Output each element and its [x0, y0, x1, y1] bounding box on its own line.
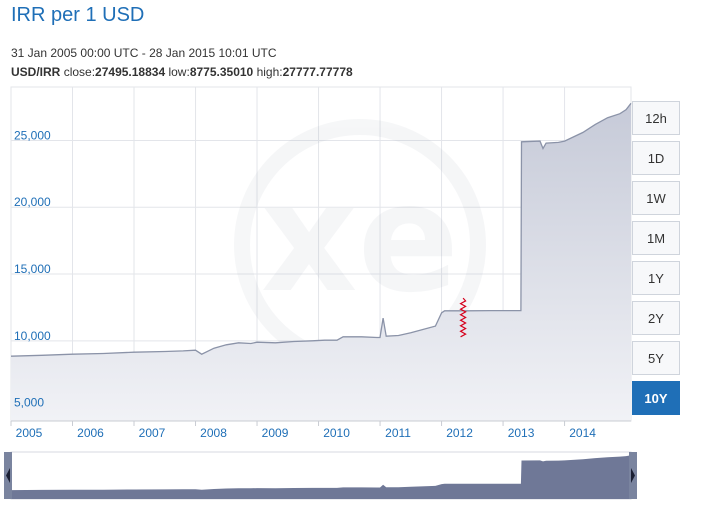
series-line [10, 102, 632, 357]
high-label: high: [256, 65, 283, 79]
range-button-1d[interactable]: 1D [632, 141, 680, 175]
series-area [11, 103, 631, 422]
rate-stats: USD/IRR close:27495.18834 low:8775.35010… [11, 65, 353, 79]
navigator-left-handle[interactable] [4, 452, 12, 499]
spike-annotation [459, 297, 467, 338]
navigator-right-handle[interactable] [629, 452, 637, 499]
y-tick-label: 10,000 [14, 329, 51, 343]
low-label: low: [168, 65, 190, 79]
x-tick-label: 2007 [139, 426, 166, 440]
navigator-area [11, 455, 631, 499]
x-tick-label: 2005 [16, 426, 43, 440]
x-tick-label: 2008 [200, 426, 227, 440]
range-button-2y[interactable]: 2Y [632, 301, 680, 335]
y-tick-label: 25,000 [14, 128, 51, 142]
range-button-1w[interactable]: 1W [632, 181, 680, 215]
x-tick-label: 2012 [446, 426, 473, 440]
range-button-12h[interactable]: 12h [632, 101, 680, 135]
x-axis-labels: 2005 2006 2007 2008 2009 2010 2011 2012 2013 2014 [10, 421, 596, 440]
x-tick-label: 2011 [385, 426, 411, 440]
low-value: 8775.35010 [189, 65, 254, 79]
x-tick-label: 2006 [77, 426, 104, 440]
y-tick-label: 20,000 [14, 195, 51, 209]
range-button-5y[interactable]: 5Y [632, 341, 680, 375]
svg-text:xe: xe [261, 152, 460, 326]
y-tick-label: 15,000 [14, 262, 51, 276]
x-tick-label: 2009 [262, 426, 289, 440]
y-tick-label: 5,000 [14, 396, 44, 410]
x-tick-label: 2010 [323, 426, 350, 440]
range-button-1m[interactable]: 1M [632, 221, 680, 255]
range-button-1y[interactable]: 1Y [632, 261, 680, 295]
y-axis-labels: 5,000 10,000 15,000 20,000 25,000 [14, 128, 51, 409]
x-tick-label: 2013 [508, 426, 535, 440]
xe-watermark: xe [234, 119, 486, 371]
pair-label: USD/IRR [11, 65, 61, 79]
x-tick-label: 2014 [569, 426, 596, 440]
close-value: 27495.18834 [95, 65, 166, 79]
range-button-10y[interactable]: 10Y [632, 381, 680, 415]
high-value: 27777.77778 [282, 65, 353, 79]
page-title: IRR per 1 USD [11, 4, 145, 26]
date-range: 31 Jan 2005 00:00 UTC - 28 Jan 2015 10:0… [11, 46, 277, 60]
close-label: close: [63, 65, 96, 79]
